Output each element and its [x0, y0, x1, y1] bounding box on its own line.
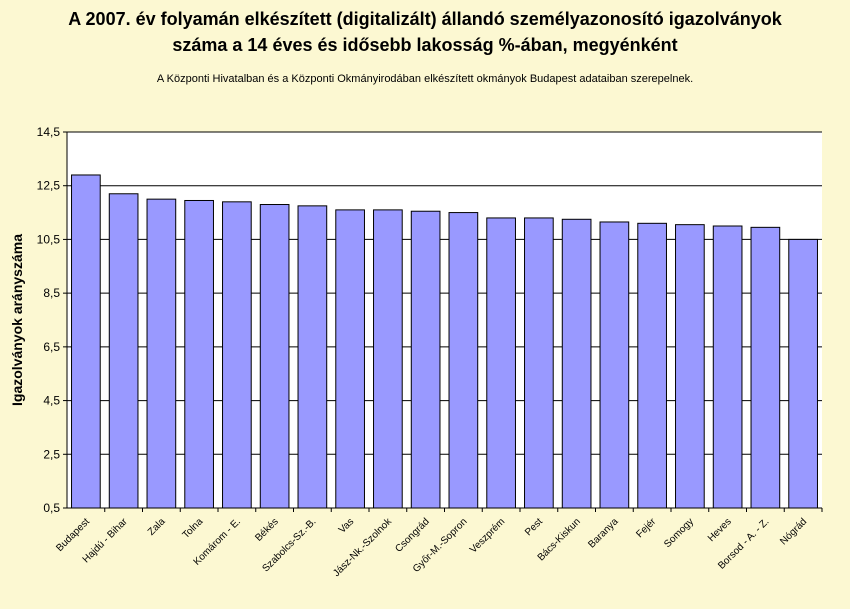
x-tick-label: Nógrád: [778, 516, 809, 547]
chart-title: A 2007. év folyamán elkészített (digital…: [0, 6, 850, 58]
x-tick-label: Heves: [706, 516, 734, 544]
bar: [222, 201, 252, 509]
x-tick-label: Baranya: [586, 516, 620, 550]
chart-title-line-2: száma a 14 éves és idősebb lakosság %-áb…: [172, 35, 678, 55]
y-tick-label: 2,5: [43, 447, 60, 461]
bar: [637, 222, 667, 509]
bar: [108, 193, 139, 509]
plot-area: [67, 132, 822, 508]
chart-title-line-1: A 2007. év folyamán elkészített (digital…: [68, 9, 782, 29]
bar: [71, 174, 101, 509]
bar: [146, 198, 177, 509]
y-tick-label: 14,5: [37, 125, 61, 139]
x-tick-label: Csongrád: [393, 516, 431, 554]
x-tick-label: Somogy: [662, 516, 696, 550]
bar: [675, 224, 705, 509]
bar: [750, 226, 781, 509]
x-tick-label: Budapest: [54, 516, 92, 554]
x-tick-label: Fejér: [634, 516, 658, 540]
bar: [373, 209, 403, 509]
bar: [410, 210, 441, 509]
bar: [524, 217, 554, 509]
bar: [259, 204, 290, 509]
bar: [712, 225, 743, 509]
x-tick-label: Békés: [253, 516, 280, 543]
bar: [599, 221, 630, 509]
bar: [297, 205, 328, 509]
x-tick-label: Pest: [523, 516, 545, 538]
bar: [788, 238, 818, 509]
x-tick-label: Zala: [146, 516, 168, 538]
y-tick-labels: 0,5 2,5 4,5 6,5 8,5 10,5 12,5 14,5: [37, 125, 67, 515]
x-tick-label: Tolna: [181, 516, 206, 541]
y-tick-label: 0,5: [43, 501, 60, 515]
x-tick-label: Veszprém: [468, 516, 507, 555]
y-tick-label: 10,5: [37, 232, 61, 246]
bar: [448, 212, 479, 509]
bars: [71, 174, 818, 509]
bar: [184, 199, 214, 509]
bar: [486, 217, 516, 509]
y-tick-label: 12,5: [37, 179, 61, 193]
x-tick-label: Vas: [337, 516, 356, 535]
y-tick-label: 4,5: [43, 394, 60, 408]
y-tick-label: 6,5: [43, 340, 60, 354]
y-tick-label: 8,5: [43, 286, 60, 300]
bar: [561, 218, 592, 509]
chart-subtitle: A Központi Hivatalban és a Központi Okmá…: [156, 73, 694, 85]
y-axis-label: Igazolványok arányszáma: [9, 234, 25, 406]
bar: [335, 209, 365, 509]
